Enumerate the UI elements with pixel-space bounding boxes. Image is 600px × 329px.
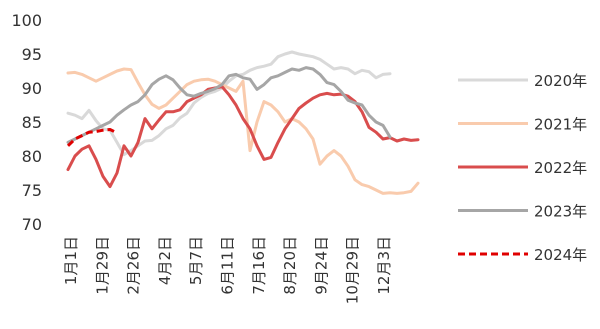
x-tick-label: 8月20日 (281, 236, 299, 295)
legend-label: 2023年 (534, 203, 587, 221)
y-tick-label: 85 (22, 113, 42, 132)
legend-label: 2024年 (534, 246, 587, 264)
y-tick-label: 75 (22, 181, 42, 200)
x-tick-label: 7月16日 (250, 236, 268, 295)
y-tick-label: 90 (22, 79, 42, 98)
x-tick-label: 1月1日 (62, 236, 80, 285)
series-line-2021年 (66, 67, 420, 195)
x-tick-label: 2月26日 (125, 236, 143, 295)
legend-label: 2020年 (534, 72, 587, 90)
x-tick-label: 1月29日 (93, 236, 111, 295)
legend: 2020年 2021年 2022年 2023年 2024年 (458, 72, 587, 264)
series-line-2020年 (66, 50, 392, 157)
legend-label: 2022年 (534, 159, 587, 177)
series-lines (66, 50, 420, 195)
y-tick-label: 80 (22, 147, 42, 166)
legend-label: 2021年 (534, 116, 587, 134)
y-tick-label: 70 (22, 215, 42, 234)
series-line-2022年 (66, 85, 420, 189)
x-tick-label: 10月29日 (344, 236, 362, 304)
y-tick-label: 100 (11, 11, 42, 30)
x-tick-label: 5月7日 (187, 236, 205, 285)
series-line-2023年 (66, 66, 392, 144)
y-axis-ticks: 70 75 80 85 90 95 100 (11, 11, 42, 234)
x-tick-label: 4月2日 (156, 236, 174, 285)
x-axis-ticks: 1月1日 1月29日 2月26日 4月2日 5月7日 6月11日 7月16日 8月20日 9月2… (62, 236, 393, 304)
y-tick-label: 95 (22, 45, 42, 64)
x-tick-label: 6月11日 (219, 236, 237, 295)
x-tick-label: 12月3日 (375, 236, 393, 295)
x-tick-label: 9月24日 (312, 236, 330, 295)
series-line-2024年 (66, 128, 118, 147)
